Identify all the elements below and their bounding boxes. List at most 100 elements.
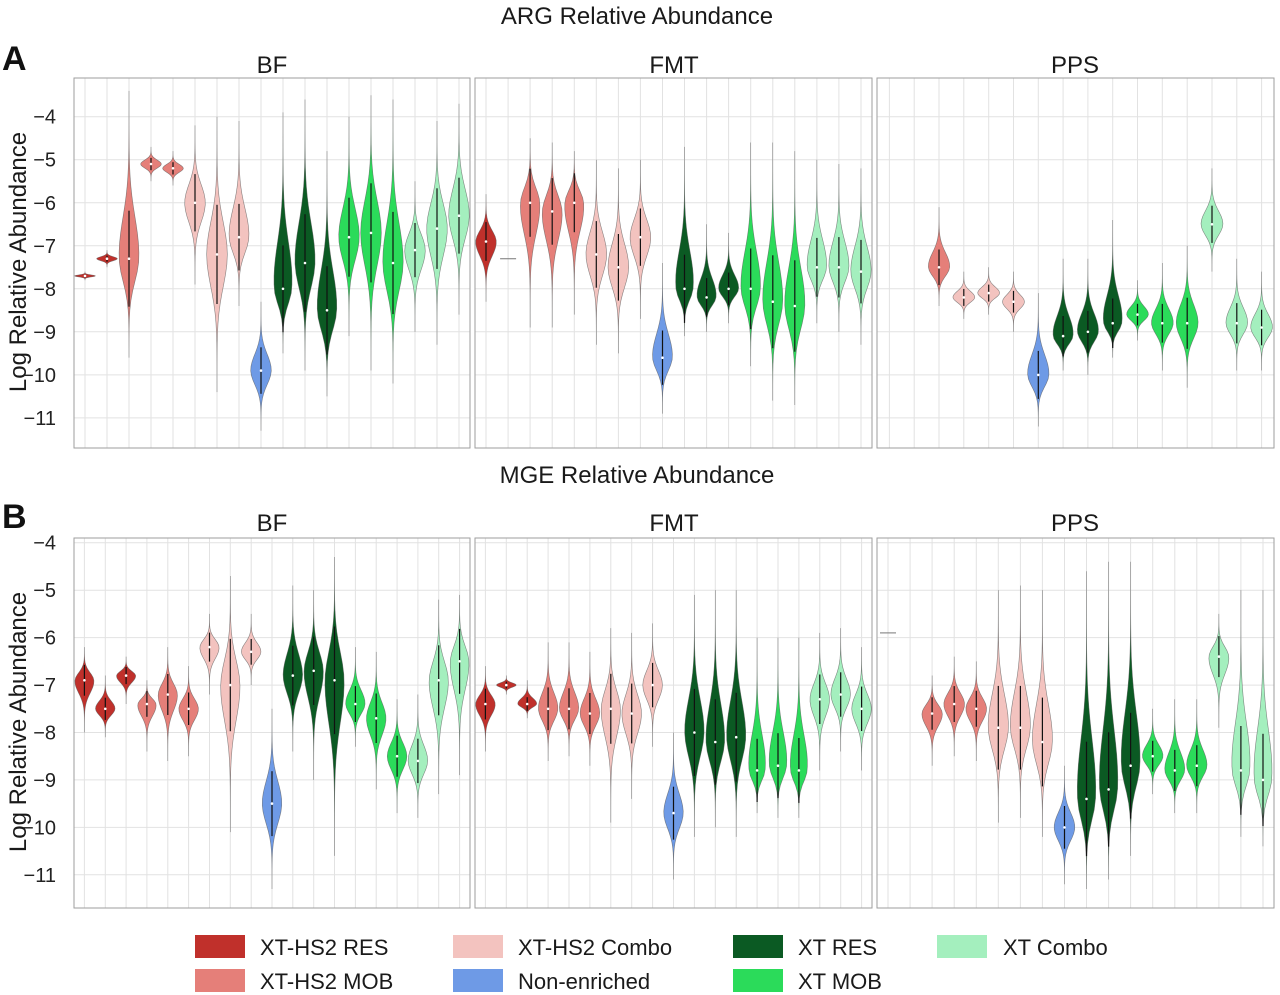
panel-b-facet-pps-violin-xt-hs2-mob-median — [930, 712, 934, 715]
panel-a-facet-pps-violin-xt-mob-median — [1185, 321, 1189, 325]
legend-label-xt-hs2-combo: XT-HS2 Combo — [518, 935, 672, 960]
panel-b-facet-fmt-violin-xt-mob — [748, 637, 766, 814]
panel-b-facet-bf-violin-xt-combo-median — [437, 679, 441, 682]
panel-b-facet-pps-background — [877, 538, 1274, 908]
panel-a-facet-pps-violin-xt-hs2-mob-median — [937, 266, 941, 269]
panel-b-facet-fmt-violin-xt-hs2-res-median — [505, 683, 508, 687]
panel-b-facet-pps-violin-xt-hs2-combo-median — [1041, 740, 1044, 744]
panel-b-facet-bf-violin-xt-hs2-mob-median — [187, 707, 190, 711]
panel-a-facet-bf-title: BF — [257, 52, 288, 79]
panel-a-facet-bf-violin-xt-combo-median — [435, 227, 439, 230]
panel-a-facet-bf-violin-xt-res-median — [281, 287, 285, 291]
panel-b-facet-pps-violin-xt-hs2-mob-median — [975, 707, 978, 711]
panel-b-facet-pps-violin-xt-combo-median — [1239, 769, 1243, 772]
panel-b-y-tick-label: −8 — [33, 723, 56, 745]
panel-a-facet-pps-violin-xt-combo-median — [1260, 326, 1263, 329]
panel-b-facet-bf-violin-xt-hs2-res-median — [124, 674, 128, 677]
panel-a-facet-pps-violin-xt-combo-median — [1235, 321, 1239, 325]
panel-a-facet-fmt-frame — [474, 77, 873, 449]
panel-a-facet-fmt-violin-xt-hs2-mob-median — [528, 201, 532, 205]
panel-a-facet-bf-violin-xt-hs2-mob-median — [171, 167, 175, 170]
panel-b-facet-bf-violin-xt-hs2-res-median — [104, 707, 107, 711]
legend-swatch-xt-mob — [733, 969, 783, 992]
panel-a-facet-fmt-background — [475, 78, 872, 448]
panel-b-facet-pps-violin-xt-hs2-combo-median — [997, 726, 1000, 729]
panel-a-facet-bf-violin-xt-hs2-combo-median — [193, 201, 197, 205]
panel-b-facet-fmt-violin-xt-combo-median — [818, 698, 822, 701]
panel-b-facet-fmt-violin-xt-hs2-mob-median — [567, 707, 571, 711]
panel-b-facet-fmt-violin-xt-mob — [768, 637, 788, 818]
panel-a-facet-fmt-violin-xt-res-median — [727, 287, 730, 291]
panel-b-facet-pps-violin-xt-combo — [1253, 590, 1273, 847]
panel-a-y-tick-label: −5 — [33, 150, 56, 172]
panel-b-facet-fmt-violin-xt-res-median — [693, 731, 696, 734]
panel-b-y-tick-label: −4 — [33, 533, 56, 555]
panel-a-plot-area: −11 −10 −9 −8 −7 −6 −5 −4 — [22, 77, 1275, 449]
panel-a-facet-bf-frame — [73, 77, 471, 449]
panel-b-y-axis-label: Log Relative Abundance — [5, 592, 32, 852]
panel-b-facet-fmt-violin-xt-mob-median — [776, 764, 780, 767]
panel-a-facet-bf-violin-xt-res-median — [325, 309, 329, 312]
panel-a-facet-pps-violin-xt-res-median — [1086, 330, 1090, 334]
panel-b-facet-bf-violin-xt-res-median — [333, 679, 336, 682]
legend-label-xt-combo: XT Combo — [1003, 935, 1108, 960]
panel-b-y-tick-label: −7 — [33, 675, 56, 697]
panel-a-facet-fmt-violin-xt-mob-median — [771, 300, 775, 304]
panel-a-facet-fmt-violin-xt-mob-median — [793, 304, 797, 308]
panel-a-facet-fmt-violin-xt-hs2-combo-median — [595, 253, 598, 256]
panel-b-facet-bf-violin-xt-hs2-res-median — [83, 679, 86, 682]
panel-b-facet-bf-violin-xt-combo-median — [458, 660, 461, 663]
legend-label-xt-hs2-mob: XT-HS2 MOB — [260, 969, 393, 994]
panel-b-facet-pps-violin-xt-mob-median — [1151, 754, 1154, 758]
panel-a-facet-fmt-violin-xt-hs2-mob-median — [573, 201, 576, 205]
legend-swatch-non-enriched — [453, 969, 503, 992]
panel-b-facet-bf-violin-xt-mob-median — [395, 754, 399, 758]
panel-b-facet-bf-violin-xt-hs2-mob-median — [166, 693, 170, 696]
panel-a-facet-bf-violin-xt-hs2-combo-median — [237, 235, 241, 239]
panel-b-facet-fmt-violin-xt-mob-median — [755, 769, 759, 772]
panel-a-facet-bf-violin-xt-combo-median — [413, 248, 417, 252]
panel-b-facet-bf-violin-xt-hs2-mob-median — [145, 702, 149, 706]
panel-a-facet-fmt-violin-xt-hs2-res-median — [484, 240, 488, 243]
panel-a-facet-bf-violin-xt-res — [273, 112, 293, 354]
panel-b-y-tick-label: −9 — [33, 770, 56, 792]
panel-a-facet-bf-violin-xt-hs2-res-median — [83, 274, 87, 278]
panel-b-facet-fmt-violin-xt-mob-median — [797, 769, 801, 772]
panel-a-facet-bf-violin-xt-hs2-mob-median — [127, 257, 131, 261]
panel-a-y-tick-label: −6 — [33, 193, 56, 215]
panel-a-facet-fmt-violin-xt-hs2-mob-median — [550, 210, 554, 213]
legend: XT-HS2 RES XT-HS2 MOB XT-HS2 Combo Non-e… — [195, 935, 1108, 994]
panel-b-facet-pps-violin-xt-res-median — [1085, 797, 1088, 801]
panel-b-facet-bf-violin-xt-mob-median — [374, 717, 378, 720]
panel-b-facet-bf-violin-xt-combo-median — [416, 759, 420, 763]
panel-b-facet-pps-violin-xt-combo — [1231, 590, 1251, 837]
panel-b-y-tick-label: −6 — [33, 628, 56, 650]
panel-a-facet-pps-violin-non-enriched-median — [1037, 373, 1040, 377]
panel-a-facet-bf-background — [74, 78, 470, 448]
panel-b-facet-bf-violin-xt-hs2-combo-median — [229, 683, 232, 687]
legend-label-xt-res: XT RES — [798, 935, 877, 960]
panel-a-facet-fmt-violin-xt-res — [696, 224, 717, 332]
panel-a-letter: A — [2, 40, 27, 78]
panel-b-letter: B — [2, 498, 27, 536]
panel-a-y-tick-label: −11 — [24, 408, 56, 430]
panel-b-facet-fmt-violin-xt-res-median — [714, 740, 717, 744]
panel-a-facet-bf-violin-xt-hs2-mob-median — [149, 162, 153, 166]
panel-b-facet-bf-violin-xt-hs2-combo-median — [249, 650, 253, 654]
panel-b-facet-pps-violin-non-enriched-median — [1063, 826, 1066, 829]
panel-b-facet-pps-violin-xt-res-median — [1129, 764, 1132, 767]
panel-b-facet-fmt-violin-xt-hs2-res-median — [484, 702, 487, 706]
panel-b-facet-bf-violin-non-enriched-median — [270, 802, 274, 805]
panel-a-facet-pps-frame — [876, 77, 1275, 449]
panel-a-facet-pps-violin-xt-hs2-combo-median — [962, 296, 966, 299]
panel-b-facet-pps-violin-xt-res — [1076, 571, 1097, 890]
panel-a-facet-pps-violin-xt-hs2-combo-median — [1012, 300, 1015, 304]
panel-b-y-tick-label: −5 — [33, 580, 56, 602]
panel-a-facet-fmt-violin-xt-res-median — [683, 287, 686, 291]
panel-b-facet-pps-violin-xt-res — [1099, 561, 1119, 880]
panel-b-facet-fmt-violin-xt-hs2-combo-median — [651, 683, 654, 687]
panel-a-facet-fmt-violin-xt-hs2-combo-median — [639, 235, 642, 239]
panel-a-facet-fmt-violin-xt-hs2-combo-median — [617, 266, 620, 269]
panel-a-facet-pps-violin-xt-mob-median — [1136, 313, 1139, 316]
